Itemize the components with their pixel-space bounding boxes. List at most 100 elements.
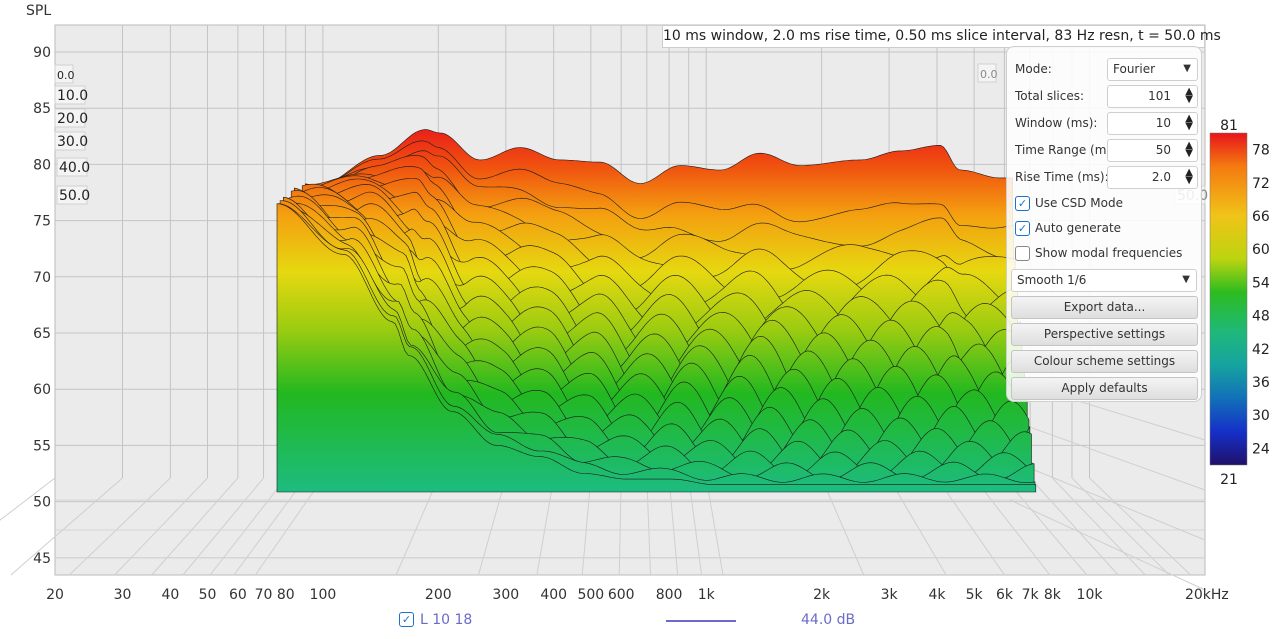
window-spinner[interactable]: 10 ▲ ▼ [1107,112,1198,135]
rise-time-row: Rise Time (ms): 2.0 ▲ ▼ [1015,166,1198,189]
window-label: Window (ms): [1015,116,1098,130]
x-tick-label: 600 [608,587,635,603]
checkbox-unchecked-icon[interactable] [1015,246,1030,261]
colorbar-tick-label: 78 [1252,143,1270,159]
y-tick-label: 80 [33,157,51,173]
rise-time-spinner[interactable]: 2.0 ▲ ▼ [1107,166,1198,189]
x-tick-label: 7k [1022,587,1040,603]
colorbar-tick-label: 36 [1252,375,1270,391]
window-value: 10 [1155,116,1171,130]
floor-line [646,477,652,576]
colorbar-tick-label: 60 [1252,242,1270,258]
floor-line [688,477,703,576]
csd-mode-label: Use CSD Mode [1035,196,1123,210]
x-tick-label: 3k [881,587,899,603]
x-tick-label: 200 [425,587,452,603]
time-range-spinner[interactable]: 50 ▲ ▼ [1107,139,1198,162]
auto-generate-checkbox[interactable]: ✓ Auto generate [1015,218,1197,240]
floor-line [0,477,56,521]
floor-line [1071,477,1170,576]
time-axis-label: 10.0 [57,88,88,104]
x-tick-label: 1k [698,587,716,603]
time-label-box [977,63,997,83]
time-axis-label: 50.0 [59,188,90,204]
y-tick-label: 45 [33,551,51,567]
checkbox-checked-icon[interactable]: ✓ [1015,196,1030,211]
modal-frequencies-checkbox[interactable]: Show modal frequencies [1015,243,1197,265]
time-range-row: Time Range (ms): 50 ▲ ▼ [1015,139,1198,162]
y-tick-label: 70 [33,270,51,286]
floor-line [477,477,507,576]
slices-row: Total slices: 101 ▲ ▼ [1015,85,1198,108]
spinner-arrows-icon[interactable]: ▲ ▼ [1185,113,1193,132]
floor-line [936,477,1005,576]
mode-value: Fourier [1113,62,1156,76]
colorbar-tick-label: 42 [1252,342,1270,358]
colour-scheme-settings-button[interactable]: Colour scheme settings [1011,350,1198,373]
colorbar-tick-label: 48 [1252,309,1270,325]
time-range-label: Time Range (ms): [1015,143,1122,157]
side-perspective-line [1009,419,1206,491]
y-tick-label: 75 [33,214,51,230]
floor-line [254,477,324,576]
rise-time-label: Rise Time (ms): [1015,170,1109,184]
export-data-button[interactable]: Export data... [1011,296,1198,319]
legend-value: 44.0 dB [801,612,856,628]
time-label-box [54,131,86,151]
x-tick-label: 400 [540,587,567,603]
floor-line [973,477,1051,576]
side-perspective-line [1009,499,1206,591]
apply-defaults-button[interactable]: Apply defaults [1011,377,1198,400]
floor-line [1029,477,1119,576]
floor-line [705,477,724,576]
checkbox-checked-icon[interactable]: ✓ [1015,221,1030,236]
x-tick-label: 5k [966,587,984,603]
colorbar [1209,132,1248,466]
y-tick-label: 85 [33,101,51,117]
total-slices-spinner[interactable]: 101 ▲ ▼ [1107,85,1198,108]
x-tick-label: 20 [46,587,64,603]
smoothing-select[interactable]: Smooth 1/6 ▼ [1011,269,1197,292]
colorbar-tick-label: 24 [1252,441,1270,457]
time-label-box [54,85,86,105]
time-axis-label: 30.0 [57,134,88,150]
mode-label: Mode: [1015,62,1052,76]
x-tick-label: 8k [1044,587,1062,603]
colorbar-tick-label: 72 [1252,176,1270,192]
x-tick-label: 70 [255,587,273,603]
floor-line [151,477,239,576]
legend-checkbox[interactable]: ✓ [399,612,414,627]
spinner-arrows-icon[interactable]: ▲ ▼ [1185,140,1193,159]
floor-line [1052,477,1146,576]
colorbar-ticks: 81 78 72 66 60 54 48 42 36 30 24 21 [1220,118,1270,488]
x-tick-label: 60 [229,587,247,603]
window-row: Window (ms): 10 ▲ ▼ [1015,112,1198,135]
floor-line [68,477,171,576]
legend-trace-name: L 10 18 [420,612,473,628]
y-tick-label: 55 [33,438,51,454]
waterfall-slice [278,203,1036,492]
waterfall-slice [276,203,1037,493]
time-axis-label: 20.0 [57,111,88,127]
auto-generate-label: Auto generate [1035,221,1122,235]
csd-mode-checkbox[interactable]: ✓ Use CSD Mode [1015,193,1197,215]
perspective-settings-button[interactable]: Perspective settings [1011,323,1198,346]
x-tick-label: 100 [310,587,337,603]
rise-time-value: 2.0 [1151,170,1171,184]
floor-line [618,477,622,576]
floor-line [1089,477,1191,576]
spinner-arrows-icon[interactable]: ▲ ▼ [1185,86,1193,105]
colorbar-tick-label: 21 [1220,472,1238,488]
time-label-box [54,108,86,128]
spinner-arrows-icon[interactable]: ▲ ▼ [1185,167,1193,186]
x-tick-label: 10k [1077,587,1104,603]
mode-select[interactable]: Fourier ▼ [1107,58,1198,81]
slices-value: 101 [1148,89,1171,103]
modal-frequencies-label: Show modal frequencies [1035,246,1183,260]
x-tick-label: 300 [492,587,519,603]
mode-row: Mode: Fourier ▼ [1015,58,1198,81]
x-tick-label: 4k [928,587,946,603]
floor-line [1004,477,1088,576]
floor-line [233,477,306,576]
